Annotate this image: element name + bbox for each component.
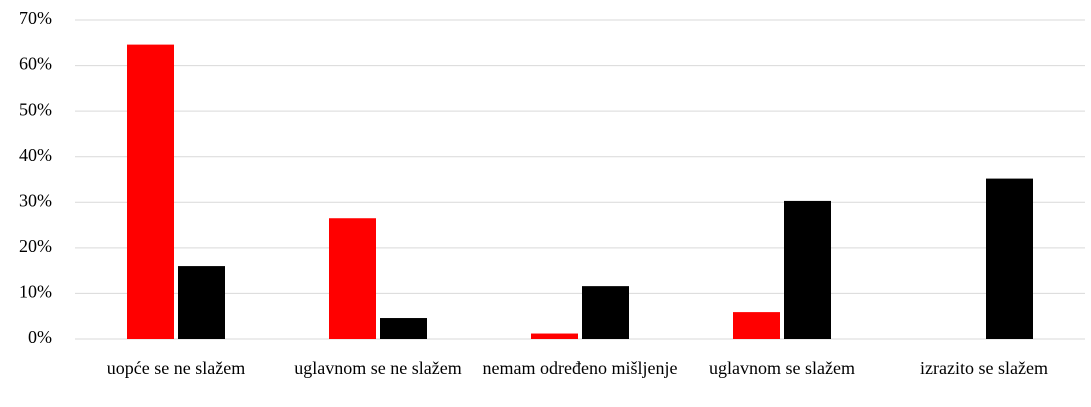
y-tick-label: 40%	[19, 145, 52, 165]
y-tick-label: 30%	[19, 190, 52, 210]
y-tick-label: 60%	[19, 54, 52, 74]
x-tick-label: uglavnom se slažem	[709, 358, 855, 378]
y-tick-label: 50%	[19, 99, 52, 119]
x-tick-label: uopće se ne slažem	[106, 358, 246, 378]
x-tick-label: izrazito se slažem	[920, 358, 1048, 378]
y-tick-label: 20%	[19, 236, 52, 256]
bar	[784, 200, 831, 339]
bar	[986, 178, 1033, 339]
bar	[127, 44, 174, 339]
bar	[380, 318, 427, 339]
bar	[733, 312, 780, 339]
bar	[531, 333, 578, 339]
x-tick-label: nemam određeno mišljenje	[482, 358, 678, 378]
y-tick-label: 10%	[19, 282, 52, 302]
x-tick-label: uglavnom se ne slažem	[294, 358, 462, 378]
bar	[329, 218, 376, 339]
y-tick-label: 0%	[28, 327, 52, 347]
bar	[178, 266, 225, 339]
bar	[582, 286, 629, 339]
y-tick-label: 70%	[19, 8, 52, 28]
